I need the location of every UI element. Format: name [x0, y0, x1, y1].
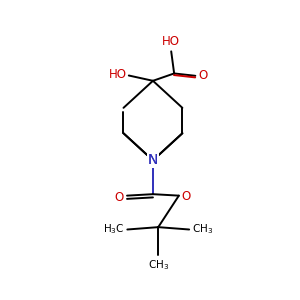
Text: O: O	[182, 190, 191, 203]
Text: CH$_3$: CH$_3$	[191, 222, 213, 236]
Text: N: N	[148, 153, 158, 167]
Text: O: O	[198, 69, 208, 82]
Text: HO: HO	[162, 35, 180, 48]
Text: HO: HO	[108, 68, 126, 80]
Text: N: N	[148, 153, 158, 167]
Text: O: O	[115, 190, 124, 204]
Text: CH$_3$: CH$_3$	[148, 259, 169, 272]
Text: H$_3$C: H$_3$C	[103, 222, 125, 236]
